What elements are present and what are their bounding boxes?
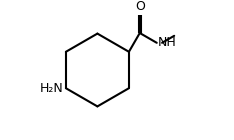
Text: NH: NH (157, 36, 176, 49)
Text: H₂N: H₂N (40, 82, 64, 95)
Text: O: O (135, 0, 145, 13)
